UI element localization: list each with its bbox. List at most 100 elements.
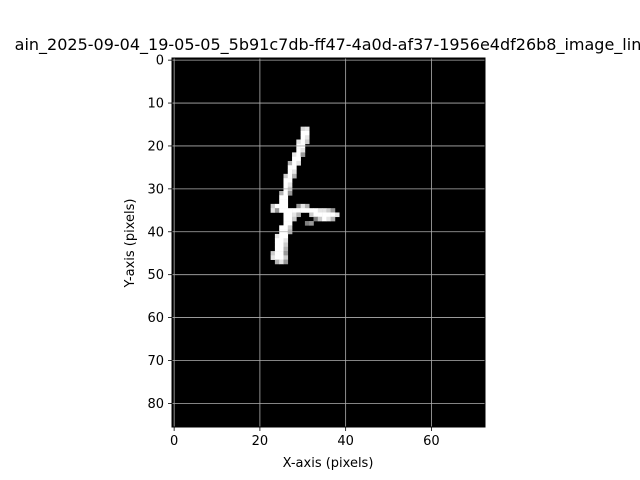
image-pixel <box>292 165 297 170</box>
image-pixel <box>283 195 289 200</box>
image-pixel <box>292 216 297 222</box>
image-pixel <box>296 212 301 218</box>
image-pixel <box>287 191 293 196</box>
image-pixel <box>309 221 314 226</box>
image-pixel <box>283 212 289 218</box>
image-pixel <box>279 203 284 209</box>
image-pixel <box>274 255 280 260</box>
image-pixel <box>322 208 327 213</box>
image-pixel <box>287 208 293 213</box>
y-tick-label: 70 <box>147 354 164 369</box>
image-pixel <box>287 216 293 222</box>
image-pixel <box>300 135 306 140</box>
image-pixel <box>309 212 314 218</box>
image-pixel <box>287 178 293 183</box>
image-pixel <box>300 130 306 136</box>
image-pixel <box>322 212 327 218</box>
image-pixel <box>270 208 276 213</box>
chart-title: ain_2025-09-04_19-05-05_5b91c7db-ff47-4a… <box>15 35 640 55</box>
image-pixel <box>292 208 297 213</box>
image-pixel <box>287 221 293 226</box>
image-pixel <box>274 246 280 252</box>
image-pixel <box>283 238 289 243</box>
image-pixel <box>283 182 289 188</box>
image-pixel <box>287 212 293 218</box>
image-pixel <box>292 173 297 179</box>
image-pixel <box>279 259 284 265</box>
image-pixel <box>304 126 310 132</box>
image-pixel <box>296 203 301 209</box>
image-pixel <box>283 255 289 260</box>
image-pixel <box>330 212 336 218</box>
image-pixel <box>300 148 306 153</box>
y-tick-label: 60 <box>147 311 164 326</box>
image-pixel <box>279 225 284 230</box>
image-pixel <box>283 216 289 222</box>
y-tick-label: 10 <box>147 97 164 112</box>
image-pixel <box>274 238 280 243</box>
image-pixel <box>274 203 280 209</box>
image-pixel <box>292 160 297 166</box>
image-pixel <box>292 212 297 218</box>
image-pixel <box>296 160 301 166</box>
y-axis-ticks: 0 10 20 30 40 50 60 70 80 <box>147 54 172 412</box>
image-pixel <box>283 221 289 226</box>
image-pixel <box>283 173 289 179</box>
image-pixel <box>279 199 284 205</box>
image-pixel <box>322 216 327 222</box>
image-pixel <box>283 233 289 239</box>
image-pixel <box>304 208 310 213</box>
image-pixel <box>274 251 280 256</box>
image-pixel <box>279 233 284 239</box>
grid-lines <box>172 58 485 427</box>
image-pixel <box>304 130 310 136</box>
image-pixel <box>274 233 280 239</box>
image-pixel <box>296 148 301 153</box>
image-pixel <box>300 126 306 132</box>
x-tick-label: 40 <box>337 434 354 449</box>
image-pixel <box>313 216 319 222</box>
image-pixel <box>287 225 293 230</box>
image-pixel <box>279 191 284 196</box>
image-pixel <box>283 259 289 265</box>
image-pixel <box>317 212 323 218</box>
image-pixel <box>330 216 336 222</box>
image-pixel <box>309 208 314 213</box>
image-pixel <box>292 169 297 175</box>
image-pixel <box>283 208 289 213</box>
image-pixel <box>287 165 293 170</box>
y-tick-label: 0 <box>156 54 164 69</box>
image-pixel <box>279 251 284 256</box>
image-pixel <box>317 208 323 213</box>
image-pixel <box>270 203 276 209</box>
image-pixel <box>330 208 336 213</box>
plot-area <box>171 57 486 428</box>
image-pixel <box>292 156 297 162</box>
image-pixel <box>304 203 310 209</box>
image-pixel <box>279 195 284 200</box>
image-pixel <box>300 203 306 209</box>
y-tick-label: 50 <box>147 268 164 283</box>
x-tick-label: 0 <box>170 434 178 449</box>
image-pixel <box>296 152 301 157</box>
image-pixel <box>279 255 284 260</box>
image-pixel <box>326 216 331 222</box>
image-pixel <box>296 139 301 145</box>
image-pixel <box>270 255 276 260</box>
image-pixel <box>317 216 323 222</box>
image-pixel <box>283 178 289 183</box>
image-pixel <box>283 203 289 209</box>
y-axis-label: Y-axis (pixels) <box>123 199 138 289</box>
image-pixel <box>274 208 280 213</box>
y-tick-label: 20 <box>147 139 164 154</box>
y-tick-label: 80 <box>147 397 164 412</box>
image-pixel <box>304 139 310 145</box>
image-pixel <box>283 225 289 230</box>
image-pixel <box>274 242 280 248</box>
image-pixel <box>283 242 289 248</box>
image-pixel <box>313 208 319 213</box>
y-tick-label: 40 <box>147 225 164 240</box>
image-pixel <box>279 208 284 213</box>
image-pixel <box>334 212 340 218</box>
